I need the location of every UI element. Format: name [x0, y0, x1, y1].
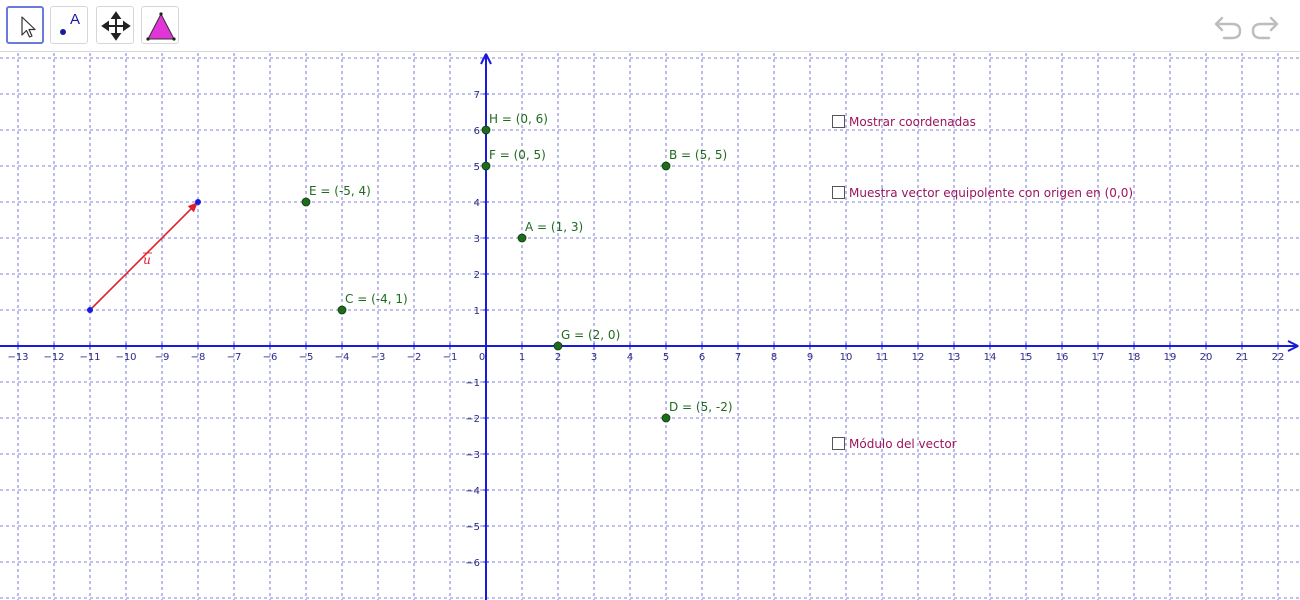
y-tick-label: −4 [465, 486, 480, 497]
point-A[interactable] [517, 233, 527, 243]
point-G[interactable] [553, 341, 563, 351]
point-B[interactable] [661, 161, 671, 171]
point-label-A: A = (1, 3) [525, 220, 583, 234]
checkbox-label: Módulo del vector [849, 437, 957, 451]
checkbox-box[interactable] [832, 186, 845, 199]
undo-icon [1214, 16, 1242, 40]
y-tick-label: 2 [474, 270, 480, 281]
checkbox-label: Muestra vector equipolente con origen en… [849, 186, 1134, 200]
y-tick-label: −3 [465, 450, 480, 461]
x-tick-label: 8 [771, 352, 777, 363]
move-graphics-view-tool-button[interactable] [96, 6, 134, 44]
point-label-E: E = (-5, 4) [309, 184, 371, 198]
x-tick-label: 16 [1056, 352, 1069, 363]
x-tick-label: −7 [227, 352, 242, 363]
x-tick-label: 4 [627, 352, 633, 363]
checkbox-label: Mostrar coordenadas [849, 115, 976, 129]
x-tick-label: 5 [663, 352, 669, 363]
x-tick-label: 3 [591, 352, 597, 363]
point-label-B: B = (5, 5) [669, 148, 727, 162]
x-tick-label: 21 [1236, 352, 1249, 363]
point-label-H: H = (0, 6) [489, 112, 548, 126]
x-tick-label: −4 [335, 352, 350, 363]
x-tick-label: 15 [1020, 352, 1033, 363]
vector-end-point[interactable] [195, 199, 201, 205]
point-C[interactable] [337, 305, 347, 315]
x-tick-label: 10 [840, 352, 853, 363]
point-F[interactable] [481, 161, 491, 171]
point-label-C: C = (-4, 1) [345, 292, 408, 306]
toolbar: A [0, 0, 1300, 52]
coordinate-plane[interactable]: −13 −12 −11 −10 −9 −8 −7 −6 −5 −4 −3 −2 −1 0 1 2 3 4 5 6 7 8 9… [0, 53, 1300, 600]
y-tick-label: −6 [465, 558, 480, 569]
x-tick-label: 22 [1272, 352, 1285, 363]
y-tick-label: 1 [474, 306, 480, 317]
x-tick-label: −6 [263, 352, 278, 363]
vector-start-point[interactable] [87, 307, 93, 313]
vector-u-label: u [143, 253, 151, 267]
y-tick-label: 7 [474, 90, 480, 101]
vector-u-arrowhead [187, 202, 198, 213]
point-label-G: G = (2, 0) [561, 328, 620, 342]
move-cross-arrows-icon [101, 11, 131, 41]
x-tick-label: 6 [699, 352, 705, 363]
x-tick-label: 0 [479, 352, 485, 363]
x-tick-label: −10 [115, 352, 136, 363]
x-tick-label: 20 [1200, 352, 1213, 363]
x-tick-label: 9 [807, 352, 813, 363]
x-tick-label: 7 [735, 352, 741, 363]
move-tool-button[interactable] [6, 6, 44, 44]
redo-button[interactable] [1250, 12, 1280, 42]
checkbox-box[interactable] [832, 115, 845, 128]
point-D[interactable] [661, 413, 671, 423]
point-icon [60, 29, 66, 35]
y-tick-label: −2 [465, 414, 480, 425]
x-tick-label: −13 [7, 352, 28, 363]
x-tick-label: −11 [79, 352, 100, 363]
x-tick-label: 12 [912, 352, 925, 363]
triangle-icon [146, 12, 176, 41]
y-tick-label: −1 [465, 378, 480, 389]
x-tick-label: 17 [1092, 352, 1105, 363]
x-tick-label: 14 [984, 352, 997, 363]
point-H[interactable] [481, 125, 491, 135]
x-tick-label: 11 [876, 352, 889, 363]
redo-icon [1251, 16, 1279, 40]
y-tick-label: 5 [474, 162, 480, 173]
point-tool-button[interactable]: A [50, 6, 88, 44]
x-axis-arrow [1287, 340, 1299, 352]
x-tick-label: −12 [43, 352, 64, 363]
x-tick-label: 1 [519, 352, 525, 363]
x-tick-label: −1 [443, 352, 458, 363]
x-tick-label: −8 [191, 352, 206, 363]
undo-button[interactable] [1213, 12, 1243, 42]
pointer-arrow-icon [21, 16, 36, 38]
x-tick-label: −9 [155, 352, 170, 363]
triangle-tool-button[interactable] [141, 6, 179, 44]
x-tick-label: 2 [555, 352, 561, 363]
y-tick-label: −5 [465, 522, 480, 533]
x-tick-label: 13 [948, 352, 961, 363]
y-axis-arrow [480, 53, 492, 65]
checkbox-box[interactable] [832, 437, 845, 450]
y-tick-label: 6 [474, 126, 480, 137]
point-label-F: F = (0, 5) [489, 148, 546, 162]
x-tick-label: 18 [1128, 352, 1141, 363]
point-tool-label: A [70, 11, 81, 28]
graphics-view[interactable]: −13 −12 −11 −10 −9 −8 −7 −6 −5 −4 −3 −2 −1 0 1 2 3 4 5 6 7 8 9… [0, 53, 1300, 600]
point-E[interactable] [301, 197, 311, 207]
y-tick-label: 3 [474, 234, 480, 245]
x-tick-label: 19 [1164, 352, 1177, 363]
y-tick-label: 4 [474, 198, 480, 209]
x-tick-label: −2 [407, 352, 422, 363]
point-label-D: D = (5, -2) [669, 400, 733, 414]
x-tick-label: −5 [299, 352, 314, 363]
x-tick-label: −3 [371, 352, 386, 363]
vector-u [89, 203, 197, 311]
